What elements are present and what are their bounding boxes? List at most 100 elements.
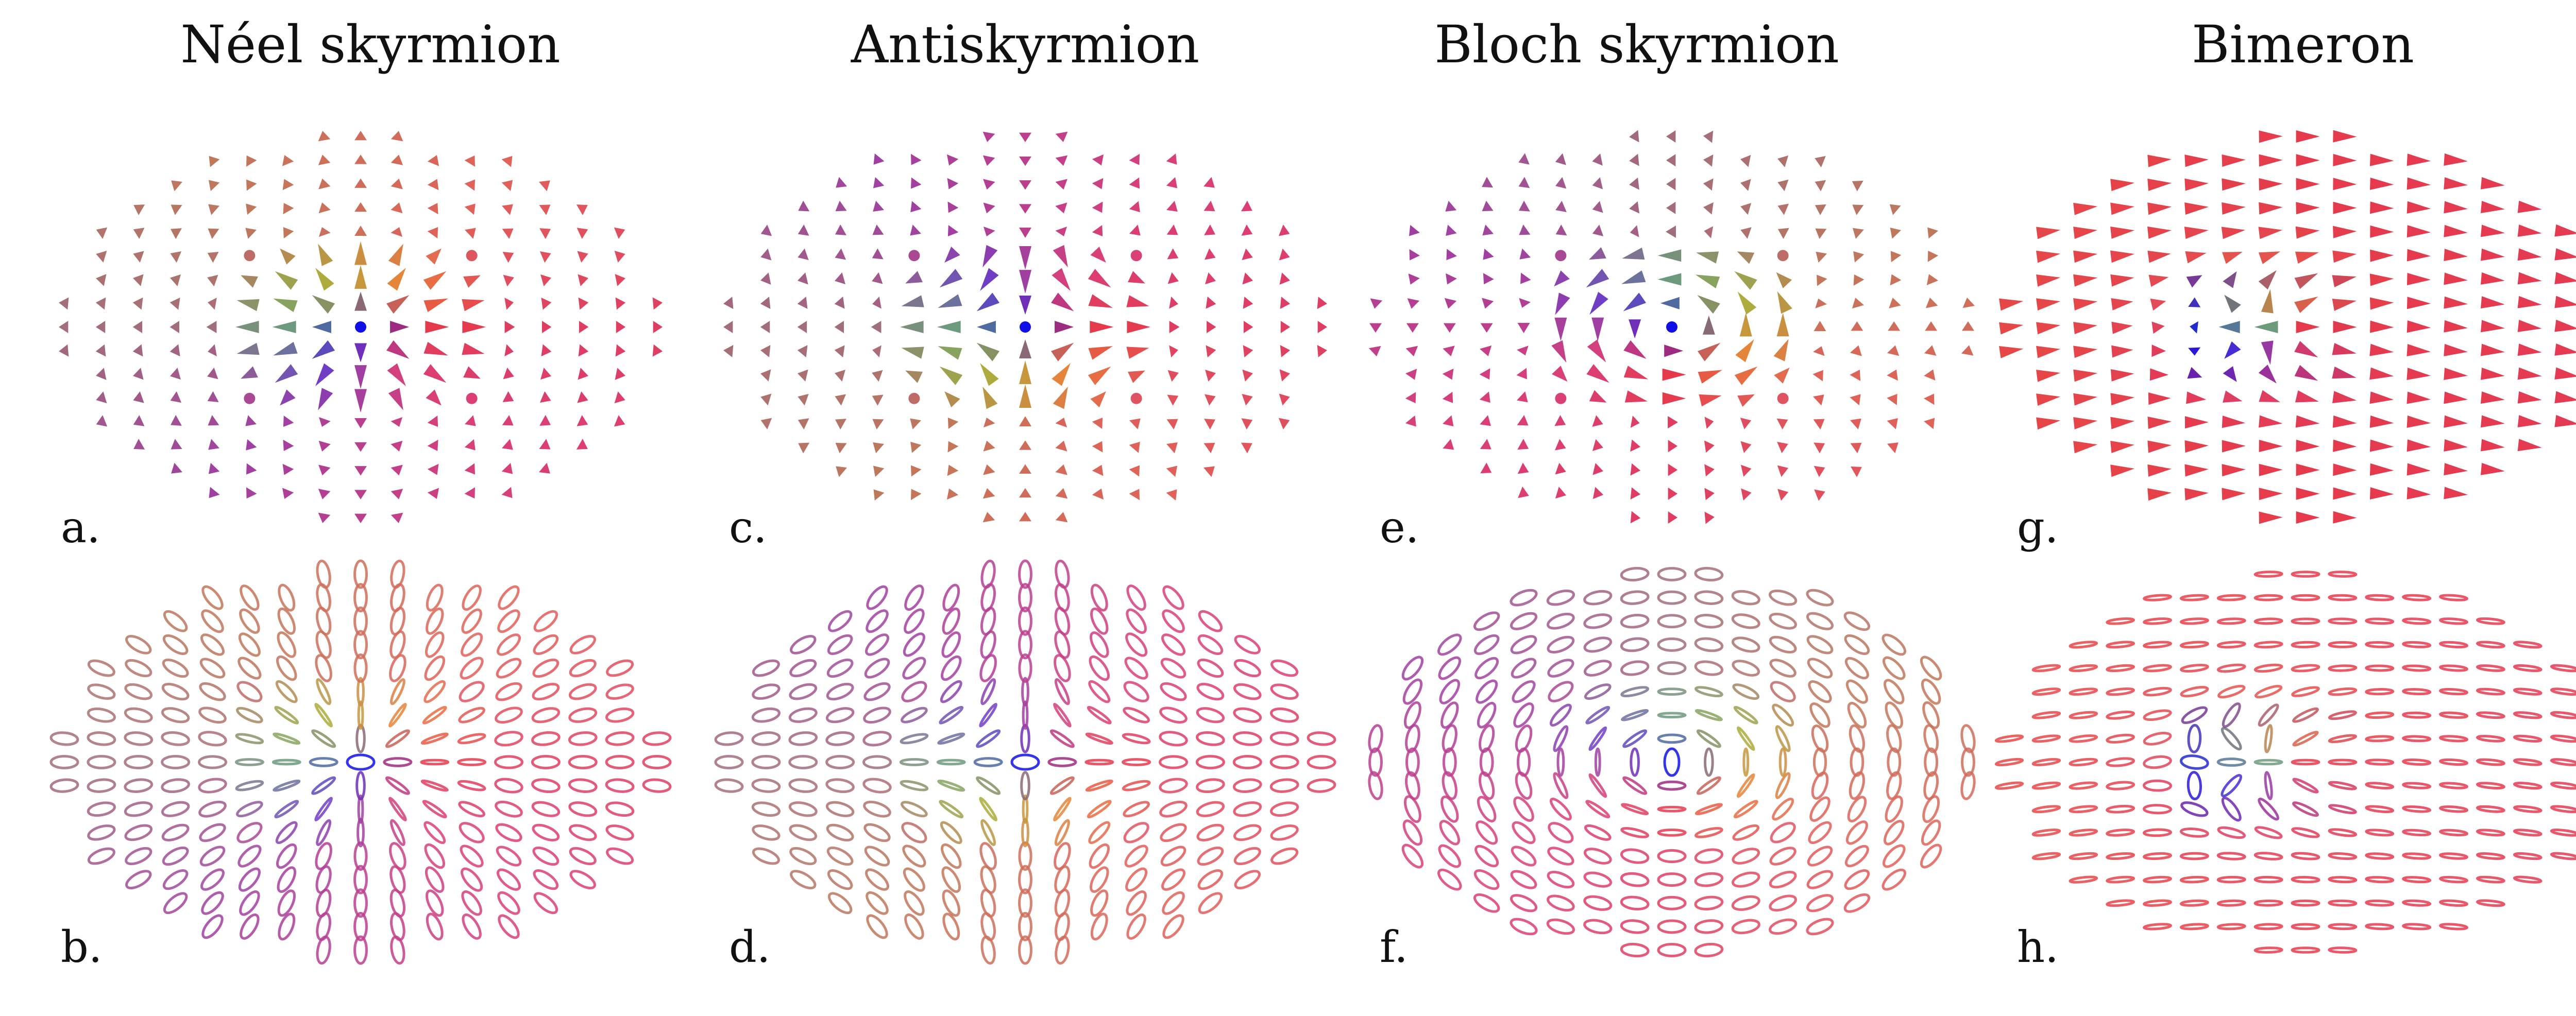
- arrow: [1167, 394, 1179, 406]
- polarization-ellipse: [1920, 656, 1942, 681]
- arrow: [1668, 463, 1678, 476]
- arrow: [318, 227, 331, 237]
- polarization-ellipse: [2328, 759, 2358, 766]
- arrow: [1740, 154, 1751, 167]
- polarization-ellipse: [2216, 641, 2246, 649]
- arrow: [1889, 204, 1901, 215]
- polarization-ellipse: [1775, 725, 1791, 752]
- polarization-ellipse: [1657, 712, 1687, 719]
- polarization-ellipse: [1778, 747, 1787, 777]
- arrow: [1623, 292, 1647, 312]
- polarization-ellipse: [2476, 617, 2505, 625]
- polarization-ellipse: [2106, 710, 2135, 720]
- arrow: [354, 490, 367, 500]
- polarization-ellipse: [199, 658, 226, 679]
- polarization-ellipse: [1769, 659, 1797, 678]
- polarization-ellipse: [1620, 919, 1650, 934]
- arrow: [1695, 274, 1720, 288]
- polarization-ellipse: [1657, 919, 1687, 934]
- arrow: [1446, 273, 1457, 285]
- arrow: [910, 177, 922, 189]
- polarization-ellipse: [1162, 585, 1184, 610]
- arrow: [539, 391, 551, 403]
- title-neel-skyrmion: Néel skyrmion: [180, 14, 561, 75]
- arrow: [1242, 393, 1253, 406]
- polarization-ellipse: [2365, 641, 2395, 648]
- arrow: [872, 394, 884, 406]
- polarization-ellipse: [162, 634, 189, 655]
- polarization-ellipse: [426, 607, 444, 635]
- arrow: [246, 439, 257, 451]
- arrow: [2147, 488, 2172, 501]
- polarization-ellipse: [2476, 852, 2505, 860]
- polarization-ellipse: [904, 913, 924, 940]
- polarization-ellipse: [2253, 946, 2283, 954]
- polarization-ellipse: [904, 890, 925, 916]
- polarization-ellipse: [495, 823, 522, 842]
- arrow: [354, 442, 367, 452]
- arrow: [1586, 364, 1609, 383]
- arrow: [1925, 321, 1938, 331]
- arrow: [541, 344, 552, 357]
- polarization-ellipse: [276, 655, 297, 681]
- polarization-ellipse: [1403, 701, 1421, 729]
- arrow: [354, 130, 367, 141]
- arrow: [170, 367, 181, 380]
- polarization-ellipse: [2216, 852, 2246, 860]
- polarization-ellipse: [425, 866, 445, 893]
- polarization-ellipse: [2402, 594, 2432, 601]
- title-bimeron: Bimeron: [2192, 14, 2414, 75]
- arrow: [2296, 154, 2320, 167]
- polarization-ellipse: [2180, 754, 2209, 770]
- polarization-ellipse: [498, 585, 520, 610]
- arrow: [2332, 299, 2357, 311]
- arrow: [1092, 464, 1104, 476]
- polarization-ellipse: [316, 559, 331, 589]
- arrow: [2296, 321, 2320, 333]
- polarization-ellipse: [1583, 919, 1613, 935]
- arrow: [2370, 201, 2394, 214]
- arrow: [982, 155, 995, 166]
- arrow: [2151, 345, 2166, 357]
- polarization-ellipse: [1479, 724, 1495, 753]
- polarization-ellipse: [1850, 747, 1865, 777]
- arrow: [2254, 321, 2278, 334]
- arrow: [798, 200, 810, 212]
- polarization-ellipse: [569, 870, 596, 890]
- arrow: [1019, 488, 1031, 498]
- polarization-ellipse: [1887, 747, 1902, 777]
- arrow: [2517, 367, 2542, 380]
- polarization-ellipse: [642, 755, 672, 769]
- polarization-ellipse: [789, 683, 818, 700]
- polarization-ellipse: [2476, 687, 2505, 696]
- polarization-ellipse: [1089, 843, 1110, 869]
- arrow: [171, 462, 182, 474]
- polarization-ellipse: [277, 631, 297, 658]
- arrow: [2259, 415, 2283, 428]
- polarization-ellipse: [2550, 711, 2576, 719]
- arrow: [1704, 417, 1714, 429]
- polarization-ellipse: [2292, 731, 2319, 747]
- arrow: [939, 366, 963, 385]
- arrow: [1816, 251, 1827, 263]
- arrow: [2370, 225, 2394, 238]
- arrow: [2332, 342, 2357, 355]
- polarization-ellipse: [1511, 846, 1537, 867]
- arrow: [1405, 392, 1416, 404]
- arrow: [1053, 386, 1068, 409]
- polarization-ellipse: [426, 583, 444, 612]
- polarization-ellipse: [1198, 610, 1223, 632]
- arrow: [947, 464, 959, 476]
- polarization-ellipse: [826, 846, 854, 866]
- polarization-ellipse: [2439, 899, 2468, 907]
- polarization-ellipse: [939, 800, 964, 819]
- polarization-ellipse: [422, 800, 447, 819]
- arrow: [2111, 321, 2133, 334]
- polarization-ellipse: [389, 630, 406, 659]
- polarization-ellipse: [1022, 700, 1029, 730]
- arrow: [1814, 321, 1826, 331]
- polarization-ellipse: [1085, 779, 1113, 792]
- polarization-ellipse: [462, 584, 482, 611]
- arrow: [1777, 465, 1789, 477]
- polarization-ellipse: [1402, 819, 1423, 846]
